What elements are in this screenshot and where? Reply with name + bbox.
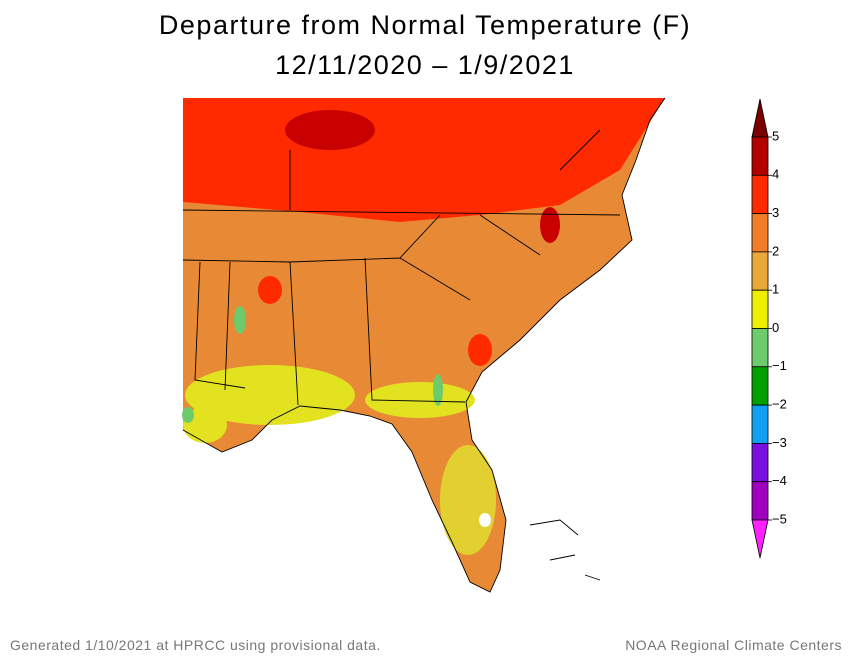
coastline	[182, 97, 666, 593]
footer-left: Generated 1/10/2021 at HPRCC using provi…	[10, 637, 381, 653]
colorbar-label: −1	[772, 358, 787, 373]
mild-patch	[440, 445, 496, 555]
colorbar-label: 2	[772, 243, 779, 258]
title-line: 12/11/2020 – 1/9/2021	[275, 50, 575, 80]
colorbar-band	[751, 481, 769, 521]
warm-patch	[540, 207, 560, 243]
cool-patch	[182, 407, 194, 423]
cool-patch	[433, 374, 443, 406]
mild-patch	[183, 407, 227, 443]
footer-right: NOAA Regional Climate Centers	[625, 637, 842, 653]
colorbar-band	[751, 213, 769, 253]
colorbar-label: −3	[772, 435, 787, 450]
lake	[479, 513, 491, 527]
mild-patch	[365, 382, 475, 418]
colorbar-arrow	[751, 519, 769, 559]
colorbar-label: 5	[772, 128, 779, 143]
islands	[529, 519, 601, 581]
colorbar-label: 4	[772, 167, 779, 182]
colorbar-label: −2	[772, 397, 787, 412]
colorbar-band	[751, 174, 769, 215]
state-border	[182, 129, 621, 406]
colorbar: 5 4 3 2 1 0 −1 −2 −3 −4 −5	[751, 98, 787, 559]
colorbar-arrow	[751, 98, 769, 138]
colorbar-label: −5	[772, 511, 787, 526]
cool-patch	[234, 306, 246, 334]
colorbar-band	[751, 366, 769, 406]
colorbar-label: 0	[772, 320, 779, 335]
warm-patch	[258, 276, 282, 304]
colorbar-band	[751, 136, 769, 176]
map	[182, 97, 666, 593]
colorbar-band	[751, 251, 769, 291]
warm-patch	[468, 334, 492, 366]
colorbar-band	[751, 404, 769, 444]
warm-patch	[285, 110, 375, 150]
colorbar-band	[751, 442, 769, 483]
colorbar-label: 3	[772, 205, 779, 220]
colorbar-band	[751, 289, 769, 329]
colorbar-label: −4	[772, 473, 787, 488]
mild-patch	[185, 365, 355, 425]
title-line: Departure from Normal Temperature (F)	[159, 10, 691, 40]
colorbar-label: 1	[772, 282, 779, 297]
colorbar-band	[751, 328, 769, 368]
